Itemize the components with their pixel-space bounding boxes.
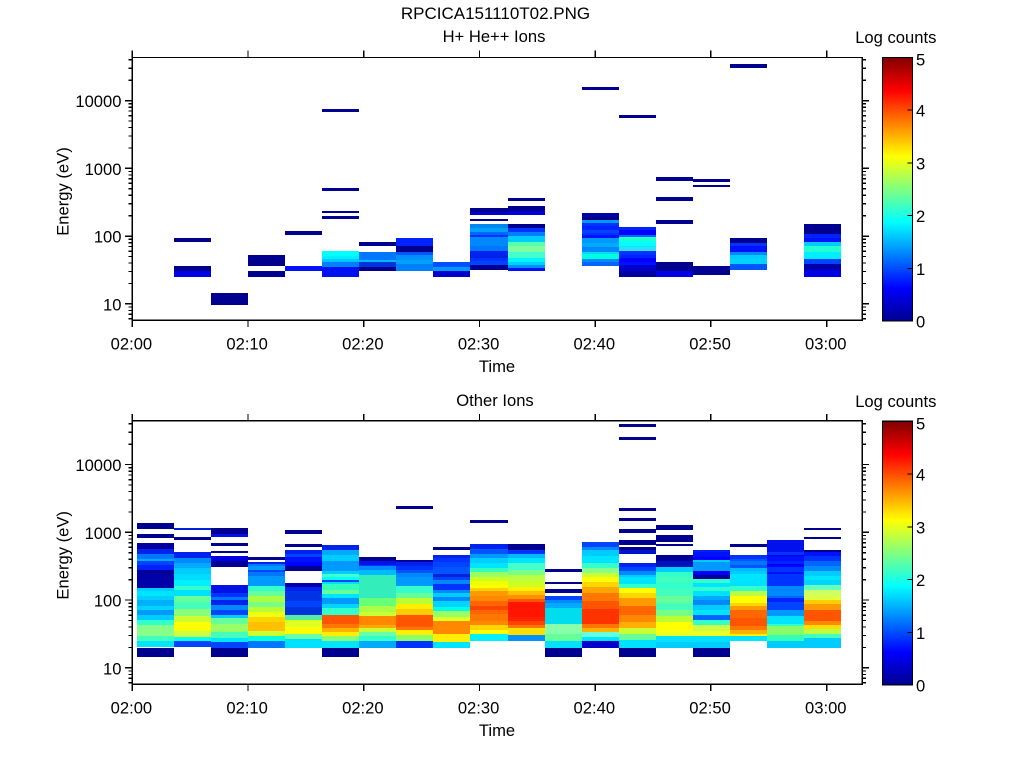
svg-text:03:00: 03:00 — [805, 699, 847, 718]
svg-text:02:00: 02:00 — [111, 699, 153, 718]
svg-text:Other Ions: Other Ions — [456, 391, 533, 410]
svg-text:02:40: 02:40 — [574, 699, 616, 718]
svg-text:02:10: 02:10 — [226, 699, 268, 718]
svg-text:5: 5 — [916, 415, 925, 434]
svg-text:1: 1 — [916, 624, 925, 643]
svg-text:10: 10 — [103, 295, 121, 314]
svg-text:Energy (eV): Energy (eV) — [54, 147, 73, 236]
svg-text:4: 4 — [916, 466, 925, 485]
svg-text:02:10: 02:10 — [226, 335, 268, 354]
svg-text:02:30: 02:30 — [458, 335, 500, 354]
svg-text:4: 4 — [916, 102, 925, 121]
svg-text:02:00: 02:00 — [111, 335, 153, 354]
svg-text:5: 5 — [916, 51, 925, 70]
svg-text:02:30: 02:30 — [458, 699, 500, 718]
svg-text:100: 100 — [94, 228, 122, 247]
svg-text:Log counts: Log counts — [855, 28, 936, 47]
svg-text:2: 2 — [916, 571, 925, 590]
svg-text:02:20: 02:20 — [342, 699, 384, 718]
svg-text:10000: 10000 — [75, 456, 121, 475]
svg-text:Time: Time — [479, 357, 515, 376]
svg-text:10: 10 — [103, 659, 121, 678]
svg-text:03:00: 03:00 — [805, 335, 847, 354]
svg-text:RPCICA151110T02.PNG: RPCICA151110T02.PNG — [401, 4, 590, 23]
svg-text:Log counts: Log counts — [855, 392, 936, 411]
svg-text:1000: 1000 — [85, 160, 122, 179]
svg-text:02:50: 02:50 — [689, 699, 731, 718]
svg-text:1000: 1000 — [85, 524, 122, 543]
svg-text:H+ He++ Ions: H+ He++ Ions — [443, 27, 546, 46]
svg-text:3: 3 — [916, 518, 925, 537]
svg-text:2: 2 — [916, 207, 925, 226]
svg-text:100: 100 — [94, 592, 122, 611]
svg-text:10000: 10000 — [75, 92, 121, 111]
svg-text:0: 0 — [916, 677, 925, 696]
svg-text:0: 0 — [916, 313, 925, 332]
svg-text:Energy (eV): Energy (eV) — [54, 511, 73, 600]
svg-text:3: 3 — [916, 154, 925, 173]
svg-text:02:50: 02:50 — [689, 335, 731, 354]
svg-text:1: 1 — [916, 260, 925, 279]
svg-text:02:40: 02:40 — [574, 335, 616, 354]
svg-text:02:20: 02:20 — [342, 335, 384, 354]
svg-text:Time: Time — [479, 721, 515, 740]
